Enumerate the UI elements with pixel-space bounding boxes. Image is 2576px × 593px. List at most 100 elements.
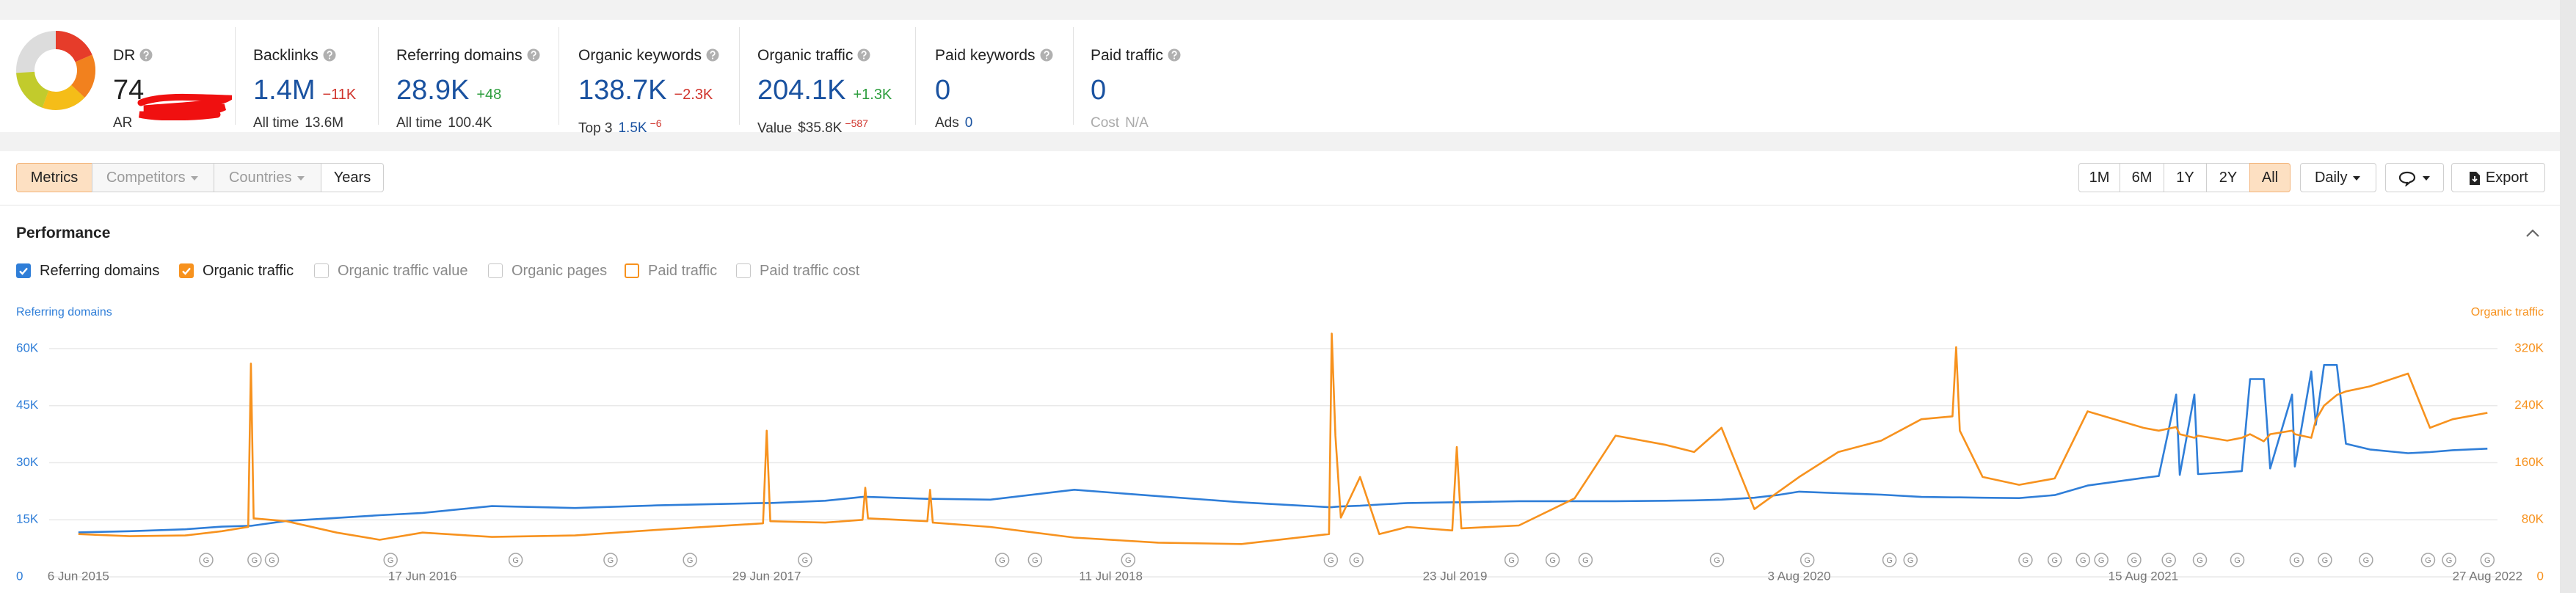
sub-value: N/A bbox=[1125, 115, 1149, 131]
update-marker-label: G bbox=[2098, 556, 2105, 565]
metric-change: −11K bbox=[322, 87, 357, 103]
series-toggle[interactable]: Organic traffic bbox=[179, 262, 294, 280]
y-tick-label: 30K bbox=[16, 455, 39, 469]
update-marker bbox=[603, 553, 618, 567]
annotations-button[interactable] bbox=[2385, 163, 2444, 192]
ar-row: AR bbox=[113, 114, 132, 132]
update-marker bbox=[1882, 553, 1897, 567]
series-toggle[interactable]: Paid traffic bbox=[625, 262, 717, 280]
update-marker bbox=[2442, 553, 2456, 567]
x-tick-label: 29 Jun 2017 bbox=[732, 569, 801, 583]
update-marker-label: G bbox=[1886, 556, 1893, 565]
range-button[interactable]: All bbox=[2249, 163, 2291, 192]
donut-segment bbox=[55, 31, 92, 63]
checkbox[interactable] bbox=[179, 263, 194, 278]
x-tick-label: 15 Aug 2021 bbox=[2109, 569, 2178, 583]
update-marker bbox=[994, 553, 1010, 567]
tab-button[interactable]: Years bbox=[321, 163, 384, 192]
scrollbar[interactable] bbox=[2560, 0, 2576, 593]
tab-button[interactable]: Competitors bbox=[92, 163, 214, 192]
metric-value: 204.1K +1.3K bbox=[757, 73, 892, 112]
checkbox[interactable] bbox=[488, 263, 503, 278]
x-tick-label: 23 Jul 2019 bbox=[1423, 569, 1488, 583]
checkbox[interactable] bbox=[16, 263, 31, 278]
interval-select[interactable]: Daily bbox=[2300, 163, 2376, 192]
series-line bbox=[78, 364, 2488, 534]
series-toggle[interactable]: Paid traffic cost bbox=[736, 262, 859, 280]
y-tick-label: 60K bbox=[16, 341, 39, 354]
update-marker-label: G bbox=[388, 556, 394, 565]
checkbox[interactable] bbox=[625, 263, 639, 278]
x-tick-label: 27 Aug 2022 bbox=[2453, 569, 2522, 583]
collapse-icon[interactable] bbox=[2525, 225, 2541, 241]
range-button[interactable]: 1M bbox=[2078, 163, 2120, 192]
sub-value: 100.4K bbox=[448, 115, 492, 131]
metric-sub: Top 3 1.5K −6 bbox=[578, 114, 662, 137]
sub-label: Cost bbox=[1091, 115, 1120, 131]
metric-value: 1.4M −11K bbox=[253, 73, 356, 112]
redaction bbox=[137, 93, 232, 120]
help-icon[interactable] bbox=[139, 48, 153, 62]
toggle-label: Paid traffic cost bbox=[760, 263, 860, 279]
update-marker-label: G bbox=[2080, 556, 2086, 565]
update-marker bbox=[2420, 553, 2436, 567]
range-button[interactable]: 1Y bbox=[2164, 163, 2207, 192]
dr-donut bbox=[16, 31, 95, 110]
update-marker-label: G bbox=[269, 556, 275, 565]
update-marker bbox=[508, 553, 523, 567]
range-button[interactable]: 6M bbox=[2120, 163, 2164, 192]
label-text: Paid traffic bbox=[1091, 47, 1163, 64]
update-marker bbox=[2047, 553, 2062, 567]
update-marker-label: G bbox=[608, 556, 614, 565]
metric-sub: Value $35.8K −587 bbox=[757, 114, 868, 137]
update-marker-label: G bbox=[2131, 556, 2138, 565]
metric-change: −2.3K bbox=[674, 87, 713, 103]
update-marker bbox=[1027, 553, 1043, 567]
y2-tick-label: 80K bbox=[2522, 512, 2544, 526]
update-marker-label: G bbox=[2322, 556, 2329, 565]
sub-value: 13.6M bbox=[305, 115, 344, 131]
y2-tick-label: 0 bbox=[2537, 569, 2544, 583]
label-text: DR bbox=[113, 47, 136, 64]
update-marker-label: G bbox=[2023, 556, 2029, 565]
update-marker bbox=[247, 553, 262, 567]
update-marker bbox=[2318, 553, 2332, 567]
update-marker-label: G bbox=[252, 556, 258, 565]
update-marker-label: G bbox=[2166, 556, 2172, 565]
series-toggle[interactable]: Organic traffic value bbox=[314, 262, 468, 280]
update-marker bbox=[798, 553, 812, 567]
update-marker-label: G bbox=[1328, 556, 1334, 565]
help-icon[interactable] bbox=[1040, 48, 1053, 62]
y2-tick-label: 240K bbox=[2514, 398, 2544, 412]
export-button[interactable]: Export bbox=[2451, 163, 2545, 192]
series-toggle[interactable]: Referring domains bbox=[16, 262, 159, 280]
tab-button[interactable]: Metrics bbox=[16, 163, 92, 192]
y2-axis-title: Organic traffic bbox=[2471, 306, 2544, 319]
x-tick-label: 6 Jun 2015 bbox=[48, 569, 109, 583]
metric-sub: Ads 0 bbox=[935, 114, 972, 132]
metric-label: Referring domains bbox=[396, 46, 540, 65]
interval-text: Daily bbox=[2314, 170, 2348, 186]
caret bbox=[191, 175, 199, 181]
help-icon[interactable] bbox=[323, 48, 336, 62]
tab-button[interactable]: Countries bbox=[214, 163, 321, 192]
help-icon[interactable] bbox=[857, 48, 870, 62]
dr-label: DR bbox=[113, 46, 153, 65]
update-marker bbox=[1349, 553, 1364, 567]
help-icon[interactable] bbox=[1168, 48, 1181, 62]
caret bbox=[297, 175, 305, 181]
value-text: 1.4M bbox=[253, 75, 316, 106]
checkbox[interactable] bbox=[314, 263, 329, 278]
update-marker bbox=[264, 553, 280, 567]
separator bbox=[915, 27, 916, 125]
update-marker bbox=[1800, 553, 1815, 567]
series-toggle[interactable]: Organic pages bbox=[488, 262, 607, 280]
y-axis-title: Referring domains bbox=[16, 306, 112, 319]
comment-icon bbox=[2399, 171, 2416, 187]
help-icon[interactable] bbox=[706, 48, 719, 62]
update-marker-label: G bbox=[999, 556, 1005, 565]
checkbox[interactable] bbox=[736, 263, 751, 278]
metric-sub: All time 100.4K bbox=[396, 114, 492, 132]
help-icon[interactable] bbox=[527, 48, 540, 62]
